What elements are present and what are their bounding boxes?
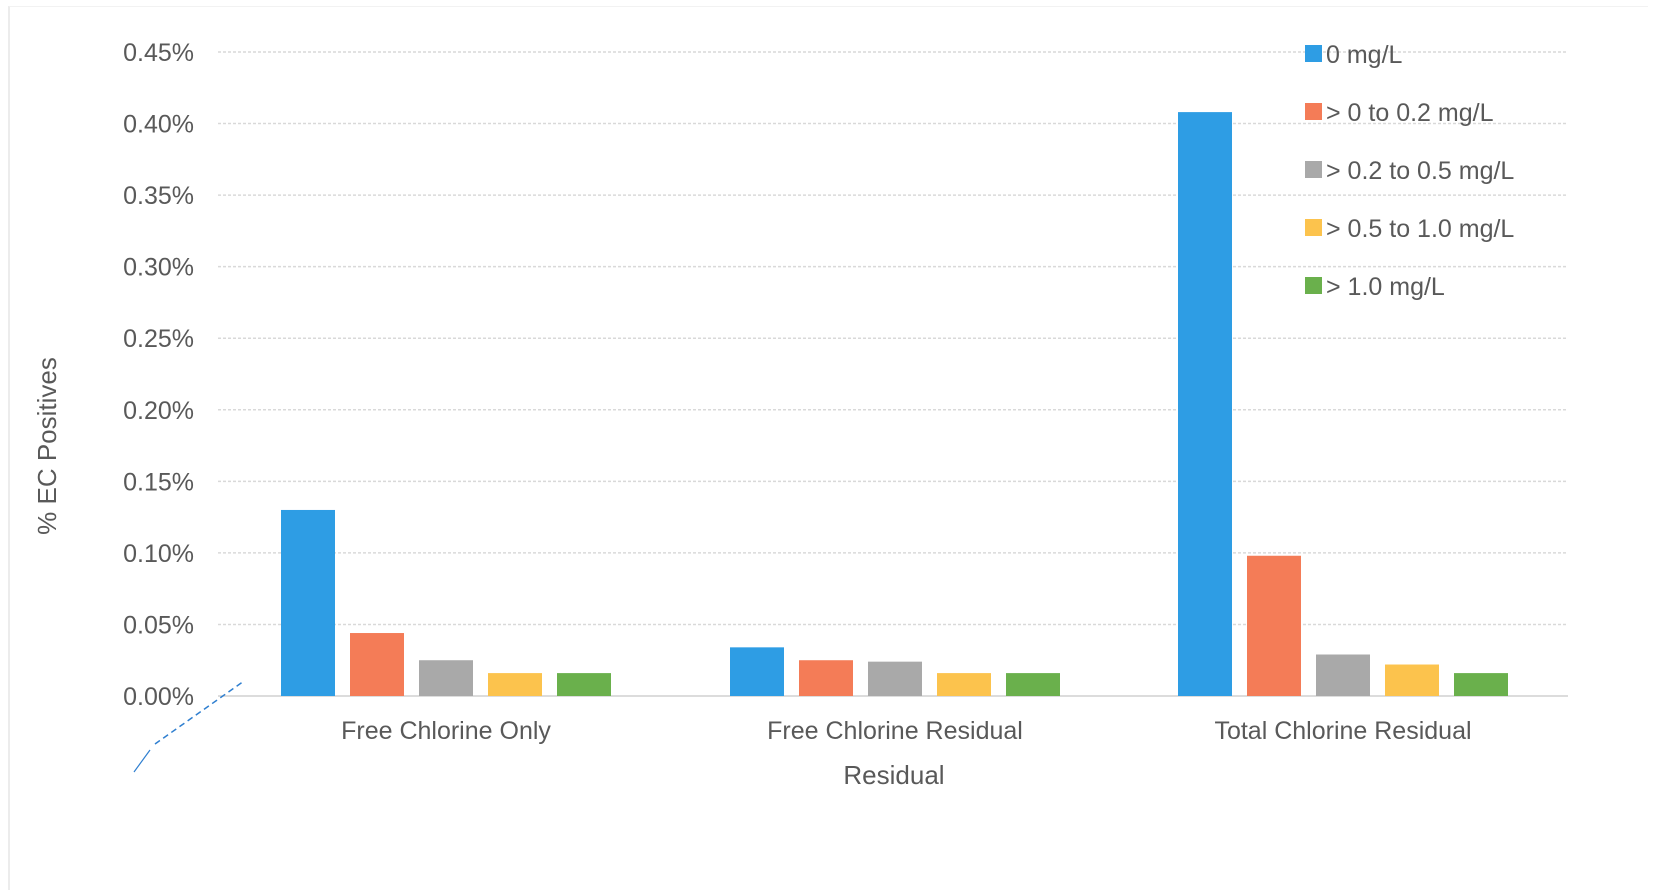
legend-swatch: [1305, 45, 1322, 62]
bar: [419, 660, 473, 696]
y-tick-label: 0.40%: [123, 111, 194, 139]
y-tick-label: 0.05%: [123, 611, 194, 639]
legend-label: > 0.2 to 0.5 mg/L: [1326, 157, 1514, 185]
bar: [730, 647, 784, 696]
bar: [1454, 673, 1508, 696]
legend-swatch: [1305, 277, 1322, 294]
legend-label: > 1.0 mg/L: [1326, 273, 1445, 301]
bar: [1316, 654, 1370, 696]
y-tick-label: 0.25%: [123, 325, 194, 353]
y-tick-label: 0.15%: [123, 468, 194, 496]
bar: [281, 509, 335, 696]
legend-swatch: [1305, 161, 1322, 178]
y-tick-label: 0.20%: [123, 397, 194, 425]
bar: [868, 661, 922, 696]
bar: [799, 660, 853, 696]
legend-swatch: [1305, 103, 1322, 120]
y-axis-tick-labels: 0.00% 0.05% 0.10% 0.15% 0.20% 0.25% 0.30% 0.35%…: [123, 39, 194, 711]
y-tick-label: 0.45%: [123, 39, 194, 67]
y-tick-label: 0.00%: [123, 683, 194, 711]
bar: [1178, 112, 1232, 696]
legend-label: 0 mg/L: [1326, 41, 1403, 69]
bar: [1247, 555, 1301, 696]
y-tick-label: 0.30%: [123, 254, 194, 282]
legend-label: > 0 to 0.2 mg/L: [1326, 99, 1494, 127]
gridlines: [218, 51, 1568, 697]
y-tick-label: 0.35%: [123, 182, 194, 210]
bars: [281, 112, 1508, 696]
y-tick-label: 0.10%: [123, 540, 194, 568]
bar: [350, 633, 404, 696]
bar: [557, 673, 611, 696]
category-labels: Free Chlorine Only Free Chlorine Residual…: [341, 717, 1471, 745]
category-label: Free Chlorine Only: [341, 717, 551, 745]
stray-pen-mark-tail: [133, 749, 151, 773]
bar: [937, 673, 991, 696]
category-label: Total Chlorine Residual: [1214, 717, 1471, 745]
bar: [1006, 673, 1060, 696]
stray-pen-mark: [154, 680, 245, 745]
bar: [488, 673, 542, 696]
chart-frame: [8, 6, 1648, 890]
legend: 0 mg/L > 0 to 0.2 mg/L > 0.2 to 0.5 mg/L > …: [1305, 41, 1514, 301]
x-axis-title: Residual: [843, 760, 944, 790]
legend-label: > 0.5 to 1.0 mg/L: [1326, 215, 1514, 243]
legend-swatch: [1305, 219, 1322, 236]
bar: [1385, 664, 1439, 696]
category-label: Free Chlorine Residual: [767, 717, 1023, 745]
y-axis-title: % EC Positives: [32, 357, 62, 535]
